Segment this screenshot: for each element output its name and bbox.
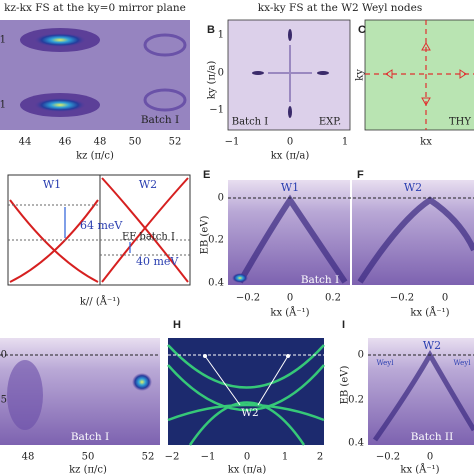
- panel-b-image: [227, 19, 351, 131]
- text: Batch I: [301, 274, 339, 286]
- text: 1: [218, 30, 224, 41]
- text: 0: [427, 452, 433, 463]
- text: H: [173, 319, 181, 331]
- text: 0: [218, 193, 224, 204]
- text: 64 meV: [80, 219, 123, 232]
- panel-d-diagram: [7, 174, 191, 286]
- panel-h-diagram: [167, 338, 325, 446]
- text: Batch I: [71, 431, 109, 443]
- text: −2: [165, 452, 180, 463]
- text: −0.2: [376, 452, 400, 463]
- text: 0: [442, 293, 448, 304]
- text: 0.2: [208, 235, 224, 246]
- text: kx (Å⁻¹): [410, 307, 449, 319]
- text: 0.4: [208, 278, 224, 289]
- text: kz-kx FS at the ky=0 mirror plane: [4, 2, 186, 14]
- text: EXP.: [319, 117, 341, 128]
- text: kx: [420, 137, 432, 148]
- text: 1: [0, 35, 6, 46]
- text: 0.2: [325, 293, 341, 304]
- panel-f-image: [352, 180, 474, 285]
- text: 0.2: [348, 395, 364, 406]
- text: W2: [423, 339, 441, 352]
- text: W1: [43, 178, 61, 191]
- text: −0.2: [236, 293, 260, 304]
- text: E: [203, 169, 210, 181]
- text: W2: [139, 178, 157, 191]
- text: Weyl: [377, 359, 395, 367]
- text: −1: [209, 105, 224, 116]
- text: ky (π/a): [207, 61, 218, 100]
- text: 48: [22, 452, 35, 463]
- text: kx (Å⁻¹): [270, 307, 309, 319]
- text: 0: [358, 350, 364, 361]
- text: −1: [201, 452, 216, 463]
- text: Batch II: [411, 431, 453, 443]
- text: −0.2: [390, 293, 414, 304]
- panel-g-image: [0, 338, 160, 445]
- text: 0: [244, 452, 250, 463]
- text: EF batch I: [122, 232, 175, 243]
- text: 1: [282, 452, 288, 463]
- text: Batch I: [232, 117, 269, 128]
- text: THY: [449, 117, 471, 128]
- text: EB (eV): [200, 216, 211, 255]
- text: W2: [404, 181, 422, 194]
- text: 52: [142, 452, 155, 463]
- text: B: [207, 24, 215, 36]
- text: 2: [317, 452, 323, 463]
- text: I: [342, 319, 345, 331]
- text: 44: [19, 137, 32, 148]
- text: 0: [287, 137, 293, 148]
- text: Weyl: [454, 359, 472, 367]
- text: 0.4: [348, 438, 364, 449]
- text: kx (π/a): [228, 465, 267, 474]
- text: 50: [82, 452, 95, 463]
- panel-i-image: [368, 338, 474, 445]
- text: EB (eV): [340, 366, 351, 405]
- text: 0: [1, 350, 7, 361]
- text: 48: [94, 137, 107, 148]
- text: 46: [59, 137, 72, 148]
- panel-c-image: [364, 19, 474, 131]
- text: F: [357, 169, 364, 181]
- text: kz (π/c): [69, 465, 107, 474]
- text: 0.5: [0, 395, 7, 406]
- panel-e-image: [228, 180, 350, 285]
- text: 52: [169, 137, 182, 148]
- text: W1: [281, 181, 299, 194]
- text: 50: [129, 137, 142, 148]
- panel-a-image: [0, 20, 190, 130]
- text: Batch I: [141, 114, 179, 126]
- text: kz (π/c): [76, 151, 114, 162]
- text: −1: [225, 137, 240, 148]
- text: kx-ky FS at the W2 Weyl nodes: [258, 2, 422, 14]
- text: ky: [355, 69, 366, 81]
- text: 0: [218, 68, 224, 79]
- text: 1: [342, 137, 348, 148]
- text: 1: [0, 100, 6, 111]
- text: k// (Å⁻¹): [80, 296, 120, 308]
- text: C: [358, 24, 366, 36]
- text: 40 meV: [136, 255, 179, 268]
- text: kx (π/a): [271, 151, 310, 162]
- text: W2: [241, 407, 258, 419]
- text: kx (Å⁻¹): [400, 464, 439, 474]
- text: 0: [287, 293, 293, 304]
